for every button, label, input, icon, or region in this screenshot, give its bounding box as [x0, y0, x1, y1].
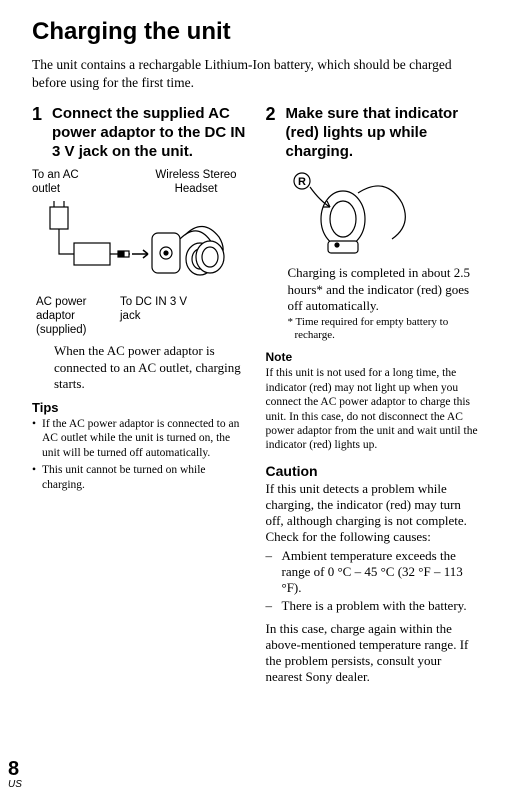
label-ac-outlet: To an AC outlet	[32, 169, 92, 197]
cause-item: There is a problem with the battery.	[266, 598, 482, 614]
label-jack: To DC IN 3 V jack	[120, 296, 190, 337]
label-headset: Wireless Stereo Headset	[149, 169, 244, 197]
intro-text: The unit contains a rechargable Lithium-…	[32, 56, 481, 91]
cause-list: Ambient temperature exceeds the range of…	[266, 548, 482, 615]
page-number-value: 8	[8, 759, 22, 779]
headset-indicator-icon: R	[288, 169, 438, 259]
caution-text-3: In this case, charge again within the ab…	[266, 621, 482, 686]
page-number: 8 US	[8, 759, 22, 790]
page-title: Charging the unit	[32, 18, 481, 46]
page-lang: US	[8, 779, 22, 790]
step2-diagram: R	[288, 169, 482, 259]
adaptor-diagram-icon	[32, 199, 237, 294]
tip-item: If the AC power adaptor is connected to …	[32, 417, 248, 460]
step1-heading: 1 Connect the supplied AC power adaptor …	[32, 105, 248, 161]
step1-diagram: To an AC outlet Wireless Stereo Headset	[32, 169, 248, 337]
step2-footnote: * Time required for empty battery to rec…	[288, 316, 482, 342]
column-right: 2 Make sure that indicator (red) lights …	[266, 105, 482, 686]
caution-heading: Caution	[266, 463, 482, 479]
cause-item: Ambient temperature exceeds the range of…	[266, 548, 482, 597]
tips-list: If the AC power adaptor is connected to …	[32, 417, 248, 492]
note-heading: Note	[266, 350, 482, 364]
tip-item: This unit cannot be turned on while char…	[32, 463, 248, 492]
step2-title: Make sure that indicator (red) lights up…	[286, 105, 481, 161]
step1-body: When the AC power adaptor is connected t…	[54, 343, 248, 392]
caution-text-1: If this unit detects a problem while cha…	[266, 481, 482, 530]
label-adaptor: AC power adaptor (supplied)	[36, 296, 106, 337]
tips-heading: Tips	[32, 400, 248, 415]
svg-text:R: R	[298, 176, 306, 188]
step2-heading: 2 Make sure that indicator (red) lights …	[266, 105, 482, 161]
caution-text-2: Check for the following causes:	[266, 529, 482, 545]
step2-body: Charging is completed in about 2.5 hours…	[288, 265, 482, 314]
note-text: If this unit is not used for a long time…	[266, 366, 482, 452]
step1-number: 1	[32, 105, 42, 161]
content-columns: 1 Connect the supplied AC power adaptor …	[32, 105, 481, 686]
step2-number: 2	[266, 105, 276, 161]
step1-title: Connect the supplied AC power adaptor to…	[52, 105, 247, 161]
column-left: 1 Connect the supplied AC power adaptor …	[32, 105, 248, 686]
